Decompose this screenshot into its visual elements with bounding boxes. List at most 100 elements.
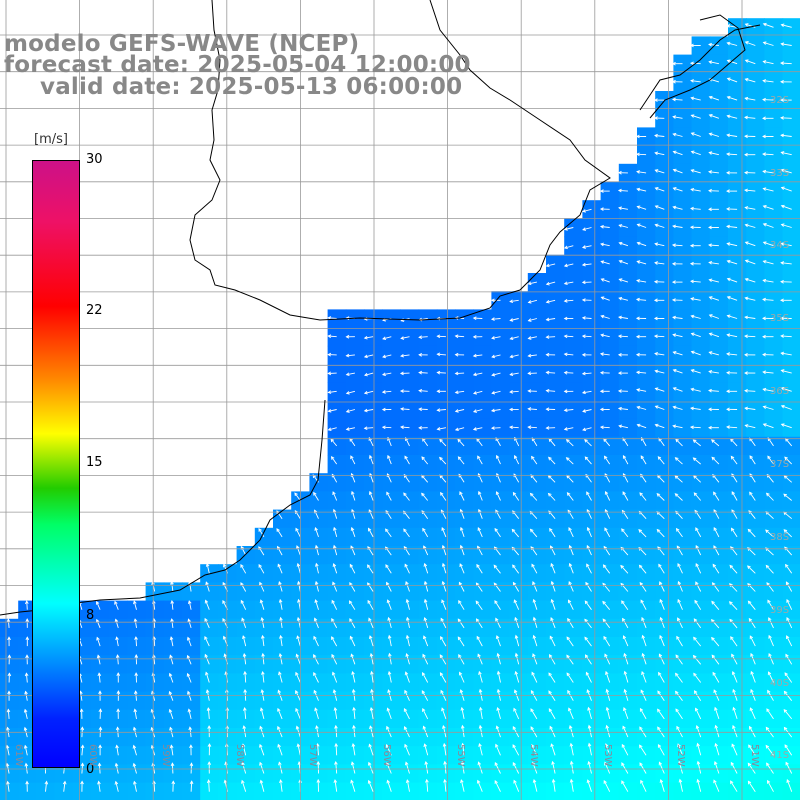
wind-arrow (691, 169, 701, 174)
wind-arrow-head (277, 563, 281, 568)
wind-arrow (564, 263, 574, 267)
wind-arrow (403, 708, 410, 720)
wind-arrow (548, 438, 556, 447)
wind-arrow (317, 743, 319, 756)
wind-speed-cell (182, 655, 201, 674)
wind-arrow-head (581, 334, 586, 339)
wind-speed-cell (382, 455, 401, 474)
wind-arrow-head (581, 316, 586, 320)
wind-arrow-head (712, 671, 716, 676)
wind-arrow (747, 529, 756, 538)
wind-arrow (529, 511, 538, 520)
wind-arrow (459, 672, 465, 683)
wind-arrow-head (762, 352, 766, 357)
wind-arrow (604, 762, 611, 774)
wind-speed-cell (746, 36, 765, 56)
wind-arrow-head (641, 652, 646, 657)
wind-speed-cell (273, 527, 292, 547)
wind-arrow (566, 439, 574, 447)
wind-arrow-head (690, 187, 695, 192)
wind-speed-cell (673, 673, 693, 693)
wind-speed-cell (582, 273, 602, 292)
wind-speed-cell (127, 673, 147, 693)
wind-arrow (332, 582, 338, 592)
wind-arrow-head (297, 580, 301, 585)
wind-arrow (422, 672, 429, 683)
wind-arrow (550, 743, 556, 756)
wind-arrow (708, 244, 719, 247)
wind-arrow (732, 725, 738, 738)
wind-arrow (582, 245, 592, 248)
wind-arrow (314, 618, 319, 629)
wind-speed-cell (218, 564, 238, 583)
wind-arrow-head (171, 780, 176, 785)
wind-speed-cell (91, 746, 110, 765)
wind-speed-cell (345, 364, 365, 383)
wind-speed-cell (436, 709, 456, 729)
wind-speed-cell (236, 564, 256, 583)
wind-arrow-head (603, 635, 607, 640)
wind-speed-cell (582, 364, 602, 383)
wind-arrow-head (654, 205, 659, 209)
wind-arrow-head (672, 315, 676, 320)
wind-arrow (638, 529, 647, 538)
wind-arrow (603, 546, 611, 556)
lat-label: 32S (770, 95, 790, 106)
wind-speed-cell (218, 728, 238, 747)
wind-speed-cell (546, 509, 565, 529)
wind-arrow-head (762, 41, 767, 45)
wind-speed-cell (782, 691, 800, 711)
wind-arrow-head (713, 526, 717, 531)
wind-speed-cell (709, 691, 729, 711)
wind-speed-cell (473, 309, 492, 329)
wind-speed-cell (418, 673, 438, 693)
wind-speed-cell (637, 764, 656, 784)
wind-speed-cell (200, 709, 219, 729)
wind-arrow (766, 582, 774, 592)
wind-arrow-head (495, 743, 499, 748)
wind-arrow (242, 635, 247, 647)
wind-arrow-head (586, 491, 590, 496)
wind-arrow (714, 761, 720, 774)
wind-arrow (636, 279, 647, 283)
wind-arrow-head (731, 491, 735, 495)
wind-arrow-head (368, 527, 372, 532)
wind-arrow (747, 565, 756, 574)
wind-arrow (690, 280, 701, 283)
wind-speed-cell (637, 564, 656, 583)
wind-arrow (473, 354, 483, 357)
wind-speed-cell (637, 418, 656, 438)
lon-label: 61W (13, 744, 24, 767)
wind-speed-cell (364, 400, 383, 420)
wind-arrow (368, 618, 374, 629)
wind-arrow (171, 763, 174, 774)
wind-arrow-head (780, 223, 785, 227)
wind-arrow-head (170, 762, 175, 767)
wind-arrow (585, 474, 592, 483)
wind-arrow (639, 582, 647, 592)
wind-arrow (786, 617, 793, 629)
wind-arrow-head (472, 409, 478, 413)
wind-arrow (655, 387, 665, 392)
wind-speed-cell (527, 582, 547, 602)
wind-arrow-head (327, 352, 332, 357)
wind-arrow (622, 726, 629, 738)
wind-arrow-head (459, 544, 464, 549)
wind-speed-cell (509, 327, 529, 347)
wind-arrow (296, 726, 301, 738)
wind-speed-cell (0, 637, 19, 656)
wind-arrow (331, 618, 338, 629)
wind-arrow (640, 599, 647, 610)
wind-arrow (691, 114, 701, 119)
wind-arrow-head (671, 79, 676, 84)
wind-speed-cell (364, 728, 383, 747)
wind-speed-cell (400, 600, 420, 620)
wind-arrow-head (333, 779, 338, 783)
wind-speed-cell (782, 673, 800, 693)
wind-arrow-head (316, 778, 321, 783)
wind-arrow-head (617, 371, 622, 375)
wind-arrow (762, 298, 774, 301)
wind-arrow-head (623, 670, 628, 675)
wind-arrow-head (653, 334, 658, 339)
wind-speed-cell (673, 582, 693, 602)
